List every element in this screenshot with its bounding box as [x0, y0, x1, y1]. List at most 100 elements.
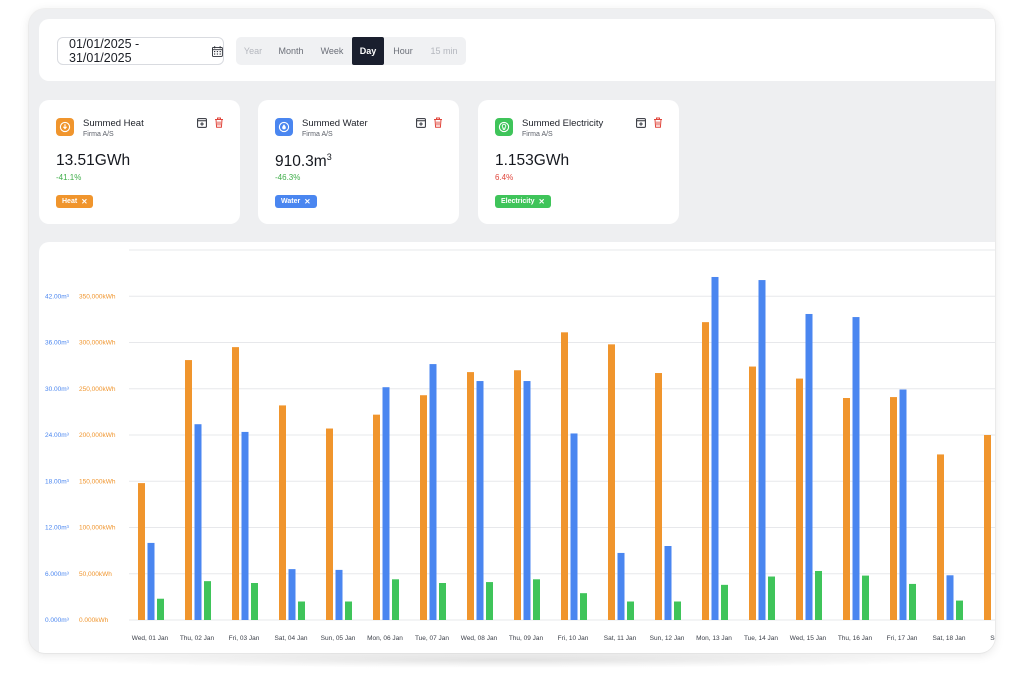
bar-electricity: [956, 600, 963, 620]
right-axis-tick: 150,000kWh: [79, 478, 116, 485]
bar-heat: [749, 366, 756, 620]
summary-card-water: Summed Water Firma A/S 910.3m3 -46.3% Wa…: [258, 100, 459, 224]
bar-water: [570, 433, 578, 620]
bar-electricity: [627, 601, 634, 620]
left-axis-tick: 0.000m³: [45, 617, 70, 624]
electricity-bulb-icon: [495, 118, 513, 136]
bar-electricity: [674, 601, 681, 620]
bar-heat: [608, 344, 615, 620]
x-axis-label: Thu, 09 Jan: [509, 635, 544, 642]
bar-heat: [185, 360, 192, 620]
granularity-week[interactable]: Week: [320, 46, 344, 56]
bar-heat: [279, 405, 286, 620]
bar-heat: [890, 397, 897, 620]
dashboard-window: 01/01/2025 - 31/01/2025 Year Month Week …: [29, 9, 995, 653]
bar-electricity: [204, 581, 211, 620]
card-title: Summed Heat: [83, 118, 144, 129]
bar-electricity: [486, 582, 493, 620]
left-axis-tick: 30.00m³: [45, 386, 70, 393]
x-axis-label: Mon, 06 Jan: [367, 635, 403, 642]
right-axis-tick: 100,000kWh: [79, 525, 116, 532]
consumption-chart-panel: 0.000m³ 6.000m³ 12.00m³ 18.00m³ 24.00m³ 30.00…: [39, 242, 995, 653]
x-axis-label: Tue, 07 Jan: [415, 635, 449, 642]
x-axis-label: Fri, 17 Jan: [887, 635, 918, 642]
add-calendar-icon[interactable]: [636, 117, 646, 128]
granularity-day[interactable]: Day: [352, 37, 384, 65]
add-calendar-icon[interactable]: [416, 117, 426, 128]
left-axis-tick: 42.00m³: [45, 293, 70, 300]
frame-shadow: [60, 652, 960, 668]
close-icon[interactable]: ✕: [304, 197, 311, 206]
x-axis-label: Sat, 18 Jan: [933, 635, 966, 642]
card-value-text: 910.3m: [275, 153, 327, 171]
bar-water: [805, 313, 813, 620]
left-axis-tick: 18.00m³: [45, 478, 70, 485]
bar-water: [617, 552, 625, 620]
x-axis-label: Thu, 02 Jan: [180, 635, 215, 642]
close-icon[interactable]: ✕: [81, 197, 88, 206]
granularity-hour[interactable]: Hour: [393, 46, 413, 56]
x-axis-label: Tue, 14 Jan: [744, 635, 778, 642]
bar-heat: [702, 322, 709, 620]
bar-heat: [984, 435, 991, 620]
date-range-picker[interactable]: 01/01/2025 - 31/01/2025: [57, 37, 224, 65]
x-axis-label: Wed, 01 Jan: [132, 635, 169, 642]
card-value: 13.51GWh: [56, 152, 130, 170]
card-change: 6.4%: [495, 173, 514, 182]
right-axis-tick: 350,000kWh: [79, 293, 116, 300]
left-axis-tick: 6.000m³: [45, 571, 70, 578]
filter-bar: 01/01/2025 - 31/01/2025 Year Month Week …: [39, 19, 995, 81]
summary-card-electricity: Summed Electricity Firma A/S 1.153GWh 6.…: [478, 100, 679, 224]
chip-label: Electricity: [501, 198, 535, 205]
bar-electricity: [298, 601, 305, 620]
filter-chip-heat[interactable]: Heat ✕: [56, 195, 94, 208]
x-axis-label: Sat, 11 Jan: [604, 635, 637, 642]
x-axis-label: Sun: [990, 635, 995, 642]
add-calendar-icon[interactable]: [197, 117, 207, 128]
close-icon[interactable]: ✕: [538, 197, 545, 206]
bar-electricity: [439, 583, 446, 620]
trash-icon[interactable]: [214, 117, 224, 128]
granularity-selector: Year Month Week Day Hour 15 min: [236, 37, 466, 65]
granularity-year[interactable]: Year: [243, 46, 263, 56]
bar-water: [899, 389, 907, 620]
bar-water: [711, 276, 719, 620]
trash-icon[interactable]: [653, 117, 663, 128]
right-axis-tick: 300,000kWh: [79, 340, 116, 347]
bar-heat: [843, 398, 850, 620]
bar-electricity: [815, 570, 822, 620]
bar-electricity: [909, 583, 916, 620]
filter-chip-electricity[interactable]: Electricity ✕: [495, 195, 551, 208]
bar-water: [194, 424, 202, 620]
bar-heat: [514, 370, 521, 620]
x-axis-label: Sun, 05 Jan: [321, 635, 356, 642]
right-axis-tick: 250,000kWh: [79, 386, 116, 393]
water-drop-icon: [275, 118, 293, 136]
bar-heat: [138, 483, 145, 620]
bar-water: [758, 280, 766, 620]
card-value: 910.3m3: [275, 152, 332, 171]
bar-heat: [467, 372, 474, 620]
bar-water: [241, 431, 249, 620]
bar-electricity: [157, 598, 164, 620]
summary-card-heat: Summed Heat Firma A/S 13.51GWh -41.1% He…: [39, 100, 240, 224]
bar-electricity: [533, 579, 540, 620]
bar-heat: [561, 332, 568, 620]
card-subtitle: Firma A/S: [83, 131, 114, 138]
granularity-month[interactable]: Month: [278, 46, 304, 56]
calendar-icon: [212, 45, 223, 57]
trash-icon[interactable]: [433, 117, 443, 128]
granularity-15min[interactable]: 15 min: [430, 46, 458, 56]
right-axis-tick: 200,000kWh: [79, 432, 116, 439]
x-axis-label: Fri, 03 Jan: [229, 635, 260, 642]
chip-label: Water: [281, 198, 301, 205]
card-change: -46.3%: [275, 173, 301, 182]
bar-electricity: [768, 576, 775, 620]
filter-chip-water[interactable]: Water ✕: [275, 195, 317, 208]
right-axis-tick: 0.000kWh: [79, 617, 109, 624]
x-axis-label: Sun, 12 Jan: [650, 635, 685, 642]
left-axis-tick: 12.00m³: [45, 525, 70, 532]
bar-water: [852, 317, 860, 620]
card-subtitle: Firma A/S: [302, 131, 333, 138]
bar-heat: [420, 395, 427, 620]
